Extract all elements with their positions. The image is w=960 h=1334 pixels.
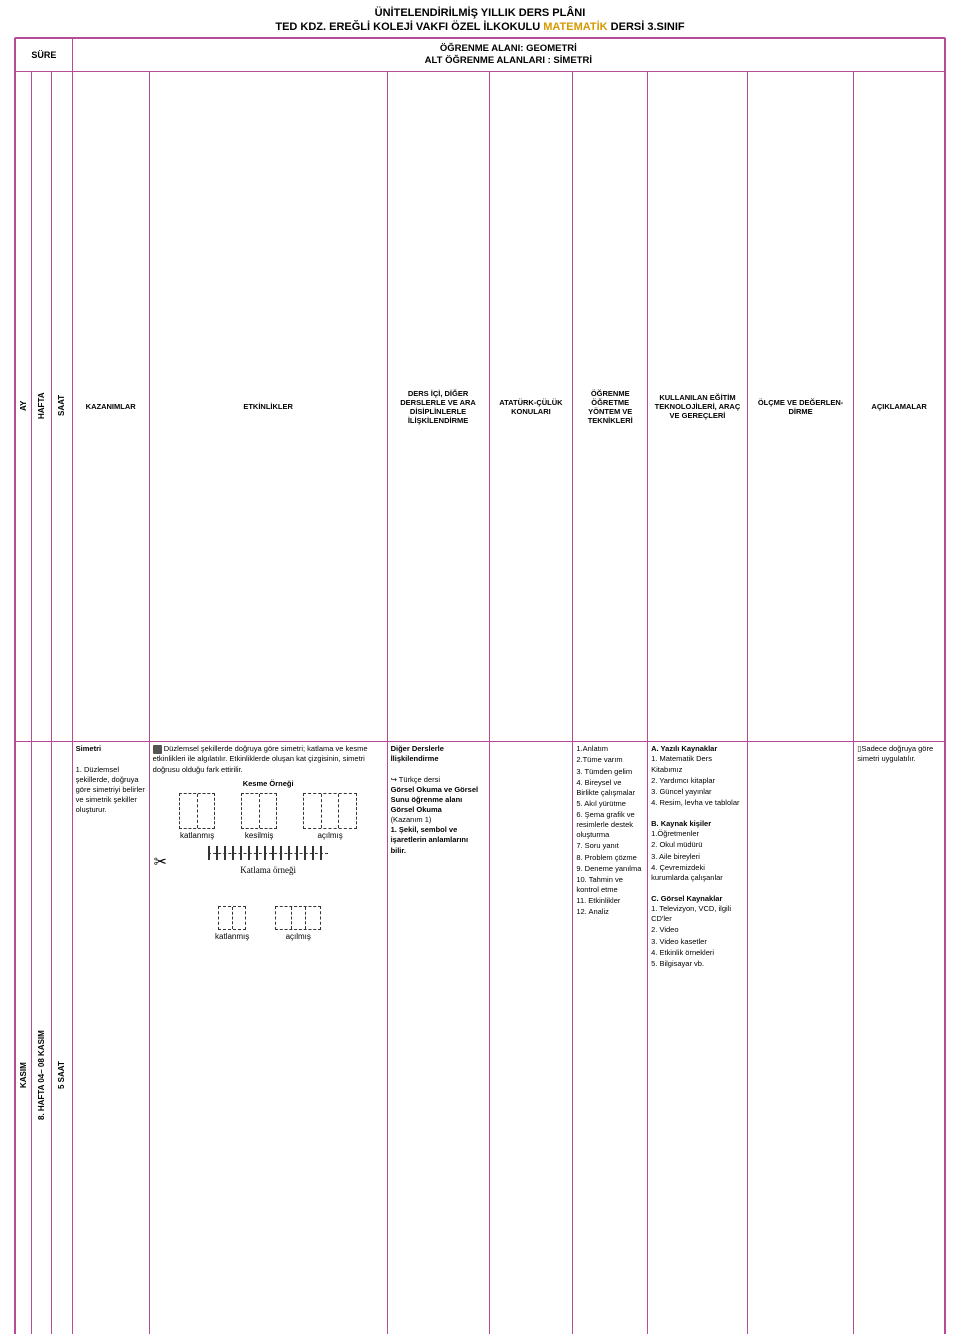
list-item: 4. Resim, levha ve tablolar — [651, 798, 744, 808]
list-item: 11. Etkinlikler — [576, 896, 644, 906]
link-icon: ↪ — [391, 775, 399, 784]
cell-hafta: 8. HAFTA 04– 08 KASIM — [31, 742, 51, 1334]
list-item: 3. Video kasetler — [651, 937, 744, 947]
list-item: 1.Öğretmenler — [651, 829, 744, 839]
col-etkinlikler: ETKİNLİKLER — [149, 72, 387, 742]
list-item: 2.Tüme varım — [576, 755, 644, 765]
list-item: 10. Tahmin ve kontrol etme — [576, 875, 644, 895]
col-kullanilan: KULLANILAN EĞİTİM TEKNOLOJİLERİ, ARAÇ VE… — [648, 72, 748, 742]
list-item: 3. Güncel yayınlar — [651, 787, 744, 797]
cell-ay: KASIM — [16, 742, 32, 1334]
kesme-ornegi-label: Kesme Örneği — [153, 779, 384, 789]
col-ay: AY — [16, 72, 32, 742]
cell-diger-dersler: Diğer Derslerle İlişkilendirme ↪ Türkçe … — [387, 742, 489, 1334]
col-kazanimlar: KAZANIMLAR — [72, 72, 149, 742]
cell-kullanilan: A. Yazılı Kaynaklar 1. Matematik Ders Ki… — [648, 742, 748, 1334]
plan-table: SÜRE ÖĞRENME ALANI: GEOMETRİ ALT ÖĞRENME… — [15, 38, 945, 1334]
list-item: 6. Şema grafik ve resimlerle destek oluş… — [576, 810, 644, 840]
plan-table-frame: SÜRE ÖĞRENME ALANI: GEOMETRİ ALT ÖĞRENME… — [14, 37, 946, 1334]
fold-diagram-2: katlanmış açılmış — [153, 906, 384, 943]
list-item: 4. Etkinlik örnekleri — [651, 948, 744, 958]
list-item: 2. Yardımcı kitaplar — [651, 776, 744, 786]
col-ogretme: ÖĞRENME ÖĞRETME YÖNTEM VE TEKNİKLERİ — [573, 72, 648, 742]
list-item: 2. Video — [651, 925, 744, 935]
list-item: 4. Bireysel ve Birlikte çalışmalar — [576, 778, 644, 798]
cell-kazanimlar: Simetri 1. Düzlemsel şekillerde, doğruya… — [72, 742, 149, 1334]
cut-line-diagram — [208, 846, 328, 860]
title-line2: TED KDZ. EREĞLİ KOLEJİ VAKFI ÖZEL İLKOKU… — [14, 20, 946, 34]
cell-aciklamalar: ▯Sadece doğruya göre simetri uygulatılır… — [854, 742, 945, 1334]
title-line1: ÜNİTELENDİRİLMİŞ YILLIK DERS PLÂNI — [14, 6, 946, 20]
list-item: 7. Soru yanıt — [576, 841, 644, 851]
list-item: 5. Akıl yürütme — [576, 799, 644, 809]
list-item: 2. Okul müdürü — [651, 840, 744, 850]
col-aciklamalar: AÇIKLAMALAR — [854, 72, 945, 742]
list-item: 5. Bilgisayar vb. — [651, 959, 744, 969]
scissors-icon: ✂ — [154, 852, 167, 874]
list-item: 3. Aile bireyleri — [651, 852, 744, 862]
fold-diagram-1: katlanmış kesilmiş açılmış — [153, 793, 384, 842]
list-item: 9. Deneme yanılma — [576, 864, 644, 874]
activity-icon — [153, 745, 162, 754]
cell-olcme — [747, 742, 853, 1334]
list-item: 1. Televizyon, VCD, ilgili CD'ler — [651, 904, 744, 924]
list-item: 1. Matematik Ders Kitabımız — [651, 754, 744, 774]
list-item: 4. Çevremizdeki kurumlarda çalışanlar — [651, 863, 744, 883]
cell-saat: 5 SAAT — [52, 742, 72, 1334]
col-olcme: ÖLÇME VE DEĞERLEN-DİRME — [747, 72, 853, 742]
list-item: 3. Tümden gelim — [576, 767, 644, 777]
col-ataturk: ATATÜRK-ÇÜLÜK KONULARI — [489, 72, 573, 742]
list-item: 1.Anlatım — [576, 744, 644, 754]
list-item: 8. Problem çözme — [576, 853, 644, 863]
cell-etkinlikler: Düzlemsel şekillerde doğruya göre simetr… — [149, 742, 387, 1334]
cell-ataturk — [489, 742, 573, 1334]
page-title: ÜNİTELENDİRİLMİŞ YILLIK DERS PLÂNI TED K… — [14, 6, 946, 35]
katlama-ornegi-label: Katlama örneği — [153, 864, 384, 876]
col-saat: SAAT — [52, 72, 72, 742]
sure-header: SÜRE — [16, 38, 73, 72]
subject-word-art: MATEMATİK — [543, 21, 607, 33]
list-item: 12. Analiz — [576, 907, 644, 917]
col-hafta: HAFTA — [31, 72, 51, 742]
cell-ogretme: 1.Anlatım2.Tüme varım 3. Tümden gelim4. B… — [573, 742, 648, 1334]
col-dersici: DERS İÇİ, DİĞER DERSLERLE VE ARA DİSİPLİ… — [387, 72, 489, 742]
learning-area-header: ÖĞRENME ALANI: GEOMETRİ ALT ÖĞRENME ALAN… — [72, 38, 944, 72]
